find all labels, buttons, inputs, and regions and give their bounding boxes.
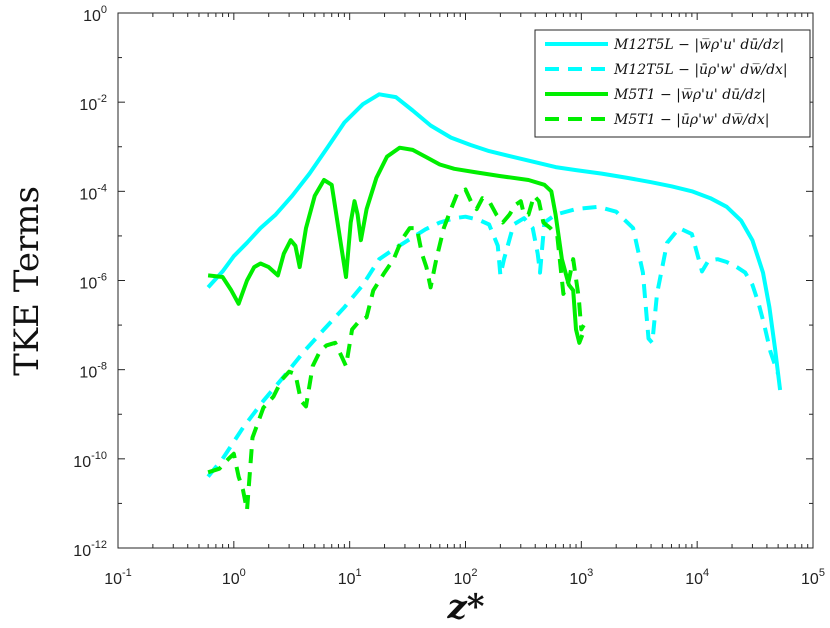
y-tick-label: 10-6 xyxy=(79,272,107,293)
legend: M12T5L − |w̅ρ'u' dū/dz| M12T5L − |ūρ'w' d… xyxy=(534,29,811,138)
legend-label-3: M5T1 − |w̅ρ'u' dū/dz| xyxy=(613,87,766,103)
legend-box xyxy=(534,29,811,138)
series-line-2 xyxy=(206,204,780,478)
y-tick-label: 10-4 xyxy=(79,182,107,203)
y-tick-label: 10-8 xyxy=(79,361,107,382)
y-tick-label: 10-12 xyxy=(73,539,107,560)
y-tick-label: 100 xyxy=(83,4,107,25)
x-tick-label: 103 xyxy=(569,567,593,588)
series-line-3 xyxy=(207,145,585,345)
y-tick-label: 10-2 xyxy=(79,93,107,114)
x-tick-label: 101 xyxy=(338,567,362,588)
x-axis-label: z* xyxy=(446,587,484,627)
legend-label-4: M5T1 − |ūρ'w' dw̅/dx| xyxy=(613,112,769,128)
plot-lines xyxy=(206,92,783,513)
x-tick-label: 105 xyxy=(801,567,825,588)
legend-label-2: M12T5L − |ūρ'w' dw̅/dx| xyxy=(613,62,788,78)
y-axis-label: TKE Terms xyxy=(7,186,47,376)
tick-labels: 10-1 100 101 102 103 104 105 10-12 10-10 10-8 10-6… xyxy=(73,4,825,588)
x-tick-label: 104 xyxy=(685,567,709,588)
x-tick-label: 102 xyxy=(454,567,478,588)
x-tick-label: 10-1 xyxy=(104,567,132,588)
legend-label-1: M12T5L − |w̅ρ'u' dū/dz| xyxy=(613,37,784,53)
series-line-4 xyxy=(207,187,586,513)
y-tick-label: 10-10 xyxy=(73,450,107,471)
series-line-1 xyxy=(206,92,783,391)
plot-frame xyxy=(117,12,814,549)
x-tick-label: 100 xyxy=(222,567,246,588)
